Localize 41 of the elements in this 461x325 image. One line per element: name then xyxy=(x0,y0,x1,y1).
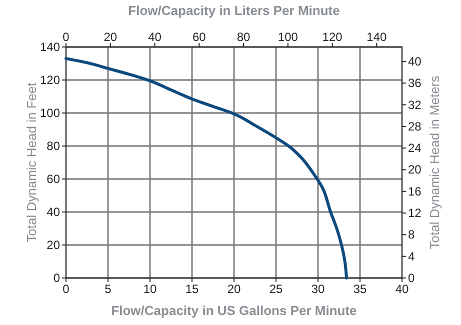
x-tick-label: 10 xyxy=(143,282,157,296)
y2-tick-label: 4 xyxy=(408,249,415,264)
x-tick-label: 5 xyxy=(104,282,112,296)
x-tick-label: 0 xyxy=(62,282,70,296)
x2-tick-label: 60 xyxy=(192,30,206,44)
x2-tick-label: 140 xyxy=(366,30,388,44)
y2-tick-label: 16 xyxy=(408,184,422,198)
y-tick-label: 140 xyxy=(40,40,60,54)
x-tick-label: 35 xyxy=(353,282,367,296)
x2-tick-label: 0 xyxy=(62,30,70,44)
x-tick-label: 40 xyxy=(395,282,409,296)
line-series xyxy=(64,57,348,280)
y-tick-label: 20 xyxy=(46,238,60,252)
y-tick-label: 60 xyxy=(46,172,60,186)
y-tick-label: 100 xyxy=(40,106,60,120)
x-tick-label: 20 xyxy=(227,282,241,296)
x-tick-label: 25 xyxy=(269,282,283,296)
x-axis-title: Flow/Capacity in US Gallons Per Minute xyxy=(111,303,357,318)
x2-tick-label: 40 xyxy=(148,30,162,44)
x-tick-label: 15 xyxy=(185,282,199,296)
y-tick-label: 120 xyxy=(40,73,60,87)
y2-tick-label: 0 xyxy=(408,271,415,285)
y-tick-label: 80 xyxy=(46,139,60,153)
y2-tick-label: 20 xyxy=(408,162,422,177)
y-tick-label: 0 xyxy=(53,271,60,285)
y2-tick-label: 32 xyxy=(408,98,422,112)
x-tick-label: 30 xyxy=(311,282,325,296)
x2-tick-label: 80 xyxy=(236,30,251,44)
y2-axis-title: Total Dynamic Head in Meters xyxy=(427,75,442,250)
y2-tick-label: 12 xyxy=(408,206,422,220)
x2-tick-label: 120 xyxy=(322,30,343,44)
y2-tick-label: 8 xyxy=(408,228,415,242)
y-axis-title: Total Dynamic Head in Feet xyxy=(24,82,39,242)
x2-axis-title: Flow/Capacity in Liters Per Minute xyxy=(128,3,340,18)
y2-tick-label: 40 xyxy=(408,54,422,68)
y2-tick-label: 36 xyxy=(408,76,422,90)
y-tick-label: 40 xyxy=(46,205,60,219)
y2-tick-label: 28 xyxy=(408,119,422,134)
x2-tick-label: 100 xyxy=(278,30,298,44)
y2-tick-label: 24 xyxy=(408,141,422,156)
x2-tick-label: 20 xyxy=(104,30,118,44)
